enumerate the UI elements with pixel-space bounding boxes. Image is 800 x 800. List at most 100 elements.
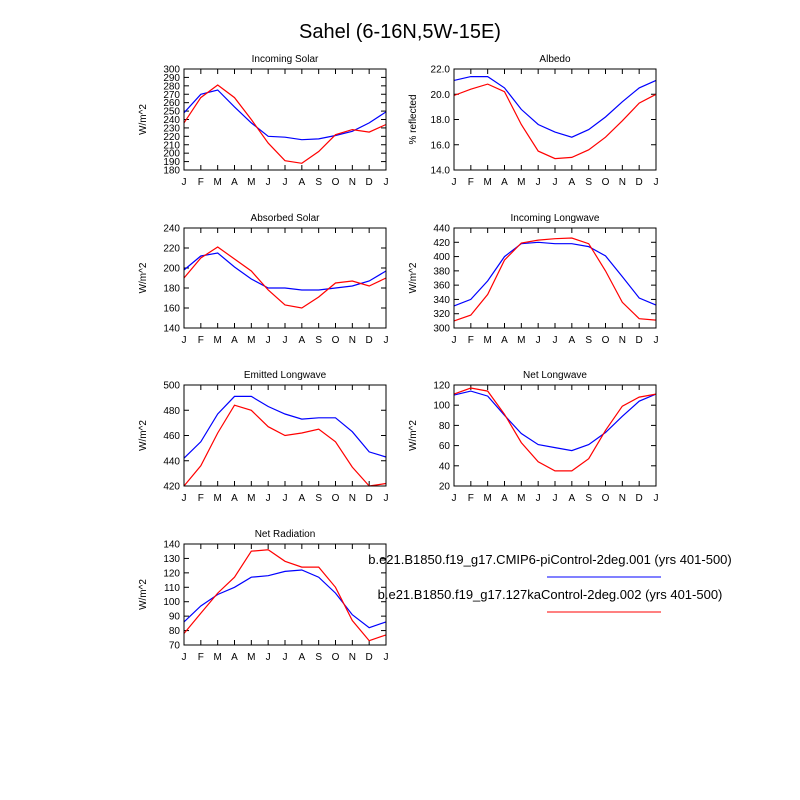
x-tick-label: O [602, 493, 610, 504]
panel-title-albedo: Albedo [539, 54, 571, 65]
x-tick-label: N [619, 177, 626, 188]
x-tick-label: A [298, 177, 305, 188]
x-tick-label: A [298, 493, 305, 504]
x-tick-label: M [483, 335, 491, 346]
series-line-2-net-radiation [183, 549, 387, 642]
y-tick-label: 110 [164, 583, 180, 594]
panel-title-incoming-solar: Incoming Solar [252, 54, 319, 65]
y-tick-label: 440 [433, 224, 450, 235]
x-tick-label: S [585, 335, 592, 346]
y-tick-label: 440 [163, 456, 180, 467]
x-tick-label: M [247, 652, 255, 663]
y-tick-label: 120 [433, 381, 450, 392]
series-line-2-net-longwave [453, 387, 657, 472]
x-tick-label: J [384, 177, 389, 188]
x-tick-label: M [517, 177, 525, 188]
x-tick-label: A [231, 177, 238, 188]
y-axis-label-absorbed-solar: W/m^2 [138, 262, 149, 293]
y-axis-label-net-radiation: W/m^2 [138, 579, 149, 610]
x-tick-label: O [332, 652, 340, 663]
y-axis-label-albedo: % reflected [408, 94, 419, 144]
y-tick-label: 190 [163, 157, 180, 168]
y-tick-label: 22.0 [431, 65, 451, 76]
x-tick-label: D [636, 335, 643, 346]
y-axis-label-incoming-longwave: W/m^2 [408, 262, 419, 293]
x-tick-label: D [636, 493, 643, 504]
x-tick-label: A [568, 177, 575, 188]
y-tick-label: 420 [163, 482, 180, 493]
x-tick-label: O [332, 493, 340, 504]
y-tick-label: 180 [163, 284, 180, 295]
plot-frame-net-longwave [453, 384, 657, 487]
y-tick-label: 460 [163, 431, 180, 442]
y-tick-label: 280 [163, 81, 180, 92]
x-tick-label: D [366, 652, 373, 663]
x-tick-label: J [384, 652, 389, 663]
x-tick-label: N [349, 493, 356, 504]
y-tick-label: 180 [163, 166, 180, 177]
x-tick-label: F [198, 493, 204, 504]
plot-frame-emitted-longwave [183, 384, 387, 487]
x-tick-label: J [536, 335, 541, 346]
panel-title-emitted-longwave: Emitted Longwave [244, 370, 327, 381]
y-tick-label: 100 [163, 597, 180, 608]
x-tick-label: J [452, 177, 457, 188]
x-tick-label: M [517, 493, 525, 504]
y-tick-label: 380 [433, 266, 450, 277]
x-tick-label: A [231, 652, 238, 663]
y-tick-label: 480 [163, 406, 180, 417]
y-tick-label: 360 [433, 281, 450, 292]
x-tick-label: N [349, 177, 356, 188]
series-line-1-absorbed-solar [183, 252, 387, 291]
series-line-2-albedo [453, 83, 657, 160]
x-tick-label: J [384, 493, 389, 504]
series-line-1-incoming-longwave [453, 241, 657, 307]
legend-label-series2: b.e21.B1850.f19_g17.127kaControl-2deg.00… [378, 587, 723, 602]
y-tick-label: 140 [163, 324, 180, 335]
y-tick-label: 20.0 [431, 90, 451, 101]
x-tick-label: J [553, 177, 558, 188]
x-tick-label: O [602, 177, 610, 188]
x-tick-label: M [247, 177, 255, 188]
y-tick-label: 80 [169, 626, 181, 637]
panel-title-net-longwave: Net Longwave [523, 370, 587, 381]
x-tick-label: A [231, 335, 238, 346]
y-tick-label: 120 [163, 568, 180, 579]
x-tick-label: N [619, 493, 626, 504]
legend-label-series1: b.e21.B1850.f19_g17.CMIP6-piControl-2deg… [368, 552, 732, 567]
y-tick-label: 240 [163, 224, 180, 235]
x-tick-label: D [366, 493, 373, 504]
x-tick-label: F [198, 335, 204, 346]
x-tick-label: J [266, 177, 271, 188]
x-tick-label: A [501, 177, 508, 188]
x-tick-label: D [636, 177, 643, 188]
y-tick-label: 250 [163, 107, 180, 118]
panel-title-incoming-longwave: Incoming Longwave [511, 213, 600, 224]
x-tick-label: F [198, 177, 204, 188]
figure-title: Sahel (6-16N,5W-15E) [299, 21, 501, 43]
y-axis-label-emitted-longwave: W/m^2 [138, 420, 149, 451]
y-tick-label: 400 [433, 252, 450, 263]
x-tick-label: J [182, 335, 187, 346]
y-tick-label: 340 [433, 295, 450, 306]
x-tick-label: M [247, 493, 255, 504]
x-tick-label: M [483, 177, 491, 188]
x-tick-label: J [452, 335, 457, 346]
x-tick-label: J [283, 493, 288, 504]
y-tick-label: 70 [169, 641, 181, 652]
x-tick-label: M [213, 177, 221, 188]
y-tick-label: 260 [163, 98, 180, 109]
x-tick-label: N [349, 335, 356, 346]
x-tick-label: J [182, 493, 187, 504]
plot-frame-absorbed-solar [183, 227, 387, 329]
y-tick-label: 130 [163, 554, 180, 565]
x-tick-label: J [182, 177, 187, 188]
x-tick-label: A [501, 335, 508, 346]
x-tick-label: J [553, 493, 558, 504]
x-tick-label: O [602, 335, 610, 346]
series-line-1-emitted-longwave [183, 395, 387, 459]
series-line-2-absorbed-solar [183, 246, 387, 309]
x-tick-label: A [231, 493, 238, 504]
x-tick-label: J [283, 335, 288, 346]
